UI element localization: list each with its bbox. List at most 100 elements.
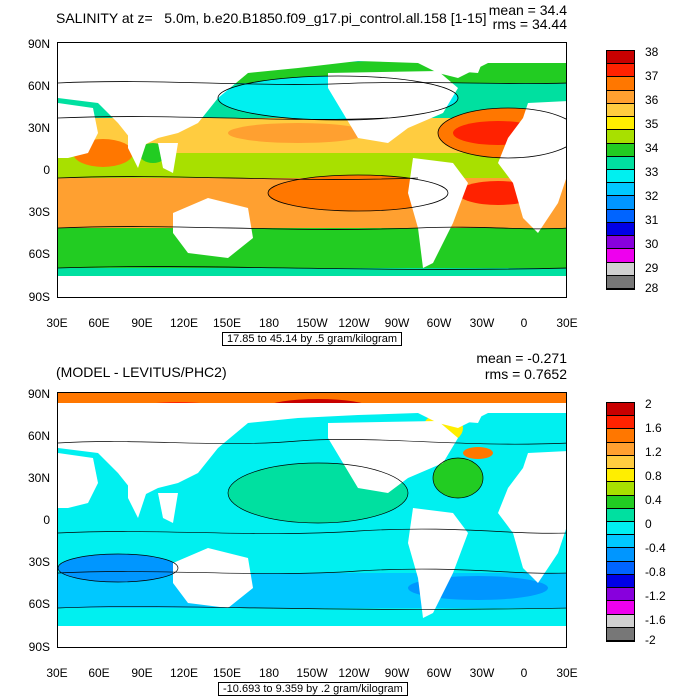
colorbar-swatch xyxy=(607,601,634,615)
lon-label: 150E xyxy=(212,316,242,330)
colorbar-label: -0.8 xyxy=(645,565,666,579)
colorbar-label: 37 xyxy=(645,69,659,83)
lon-label: 30E xyxy=(46,316,68,330)
land-masses xyxy=(58,403,566,647)
zone-north-pacific-max xyxy=(228,123,368,143)
colorbar-label: 34 xyxy=(645,141,659,155)
colorbar-swatch xyxy=(607,156,634,170)
lat-label: 60S xyxy=(28,597,50,611)
lon-label: 0 xyxy=(520,316,528,330)
lon-label: 150W xyxy=(296,316,328,330)
lon-label: 120E xyxy=(169,666,199,680)
colorbar-swatch xyxy=(607,403,634,417)
colorbar-swatch xyxy=(607,222,634,237)
lon-label: 30E xyxy=(46,666,68,680)
difference-map-canvas xyxy=(58,393,566,647)
lon-label: 180 xyxy=(258,316,280,330)
lat-label: 60N xyxy=(27,429,50,443)
colorbar-swatch xyxy=(607,64,634,78)
contour-lines xyxy=(58,439,566,610)
contour-range-label: 17.85 to 45.14 by .5 gram/kilogram xyxy=(222,332,402,346)
colorbar-label: 31 xyxy=(645,213,659,227)
colorbar-swatch xyxy=(607,455,634,470)
colorbar-swatch xyxy=(607,416,634,430)
lon-label: 150E xyxy=(212,666,242,680)
colorbar-swatch xyxy=(607,548,634,562)
zone-arctic-high xyxy=(58,393,566,403)
lat-label: 60S xyxy=(28,247,50,261)
zone-antarctic-edge xyxy=(58,268,566,276)
colorbar-label: 0.4 xyxy=(645,493,662,507)
lat-label: 60N xyxy=(27,79,50,93)
lat-label: 0 xyxy=(43,163,50,177)
lon-label: 120W xyxy=(338,666,370,680)
lat-label: 30N xyxy=(27,471,50,485)
lon-label: 120E xyxy=(169,316,199,330)
lat-label: 90N xyxy=(27,387,50,401)
lon-label: 60W xyxy=(426,666,452,680)
colorbar-swatch xyxy=(607,236,634,250)
colorbar-swatch xyxy=(607,262,634,276)
colorbar-swatch xyxy=(607,495,634,509)
colorbar-swatch xyxy=(607,275,634,289)
colorbar-swatch xyxy=(607,627,634,641)
colorbar-label: 36 xyxy=(645,93,659,107)
lat-label: 30S xyxy=(28,555,50,569)
colorbar-swatch xyxy=(607,183,634,197)
lon-label: 90E xyxy=(131,316,153,330)
colorbar-swatch xyxy=(607,429,634,443)
colorbar-swatch xyxy=(607,535,634,549)
rms-value: rms = 0.7652 xyxy=(484,366,567,382)
colorbar-label: 2 xyxy=(645,397,652,411)
salinity-panel: SALINITY at z= 5.0m, b.e20.B1850.f09_g17… xyxy=(27,2,659,346)
panel-title: SALINITY at z= 5.0m, b.e20.B1850.f09_g17… xyxy=(56,10,487,26)
colorbar-swatch xyxy=(607,614,634,628)
colorbar-swatch xyxy=(607,561,634,575)
colorbar-label: 35 xyxy=(645,117,659,131)
lon-label: 0 xyxy=(520,666,528,680)
colorbar-swatch xyxy=(607,196,634,210)
lat-label: 90N xyxy=(27,37,50,51)
panel-title: (MODEL - LEVITUS/PHC2) xyxy=(56,364,227,380)
colorbar-swatch xyxy=(607,143,634,157)
colorbar-swatch xyxy=(607,469,634,483)
mean-value: mean = 34.4 xyxy=(488,2,567,18)
colorbar-swatch xyxy=(607,574,634,589)
colorbar-swatch xyxy=(607,249,634,263)
colorbar-swatch xyxy=(607,588,634,602)
colorbar-swatch xyxy=(607,521,634,536)
lat-label: 90S xyxy=(28,290,50,304)
lon-label: 150W xyxy=(296,666,328,680)
colorbar-swatch xyxy=(607,209,634,223)
lon-label: 180 xyxy=(258,666,280,680)
difference-map xyxy=(57,392,567,648)
colorbar-label: 29 xyxy=(645,261,659,275)
colorbar-swatch xyxy=(607,482,634,496)
colorbar xyxy=(606,50,635,290)
zone-mediterranean xyxy=(463,447,493,459)
colorbar-label: 0 xyxy=(645,517,652,531)
contour-lines xyxy=(58,75,566,270)
lon-label: 120W xyxy=(338,316,370,330)
zone-south-pacific-max xyxy=(268,175,448,211)
lat-label: 30N xyxy=(27,121,50,135)
land-masses xyxy=(58,43,566,297)
rms-value: rms = 34.44 xyxy=(492,16,567,32)
lat-label: 30S xyxy=(28,205,50,219)
lon-label: 60E xyxy=(88,666,110,680)
lon-label: 60W xyxy=(426,316,452,330)
lon-label: 90E xyxy=(131,666,153,680)
colorbar-swatch xyxy=(607,442,634,456)
colorbar-swatch xyxy=(607,169,634,184)
colorbar-swatch xyxy=(607,117,634,131)
lat-label: 0 xyxy=(43,513,50,527)
colorbar-swatch xyxy=(607,77,634,91)
colorbar-label: -0.4 xyxy=(645,541,666,555)
colorbar-swatch xyxy=(607,51,634,65)
lon-label: 30W xyxy=(469,666,495,680)
lon-label: 90W xyxy=(384,316,410,330)
lat-label: 90S xyxy=(28,640,50,654)
zone-southern-ocean xyxy=(58,228,566,273)
lon-label: 30E xyxy=(556,666,578,680)
colorbar-swatch xyxy=(607,130,634,144)
